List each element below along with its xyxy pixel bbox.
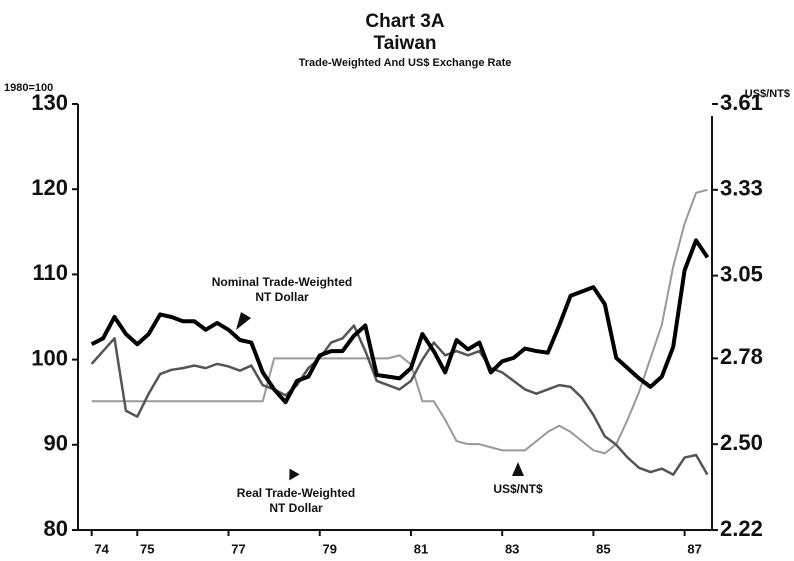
y-tick-label: 80 [44, 516, 68, 541]
x-tick-label: 77 [231, 541, 245, 556]
annotation: Nominal Trade-Weighted [212, 275, 352, 289]
y2-tick-label: 2.22 [720, 516, 763, 541]
x-tick-label: 81 [414, 541, 428, 556]
y-axis-label: 1980=100 [4, 82, 53, 94]
series-line [91, 188, 708, 455]
x-tick-label: 87 [687, 541, 701, 556]
y-tick-label: 90 [44, 431, 68, 456]
chart-subtitle2: Trade-Weighted And US$ Exchange Rate [299, 57, 512, 69]
series-line [90, 238, 710, 405]
annotation: NT Dollar [255, 290, 309, 304]
x-tick-label: 85 [596, 541, 610, 556]
arrow [236, 312, 251, 330]
series-line [90, 324, 709, 476]
y-tick-label: 100 [31, 345, 68, 370]
y2-axis-label: US$/NT$ [745, 88, 790, 100]
y-tick-label: 120 [31, 175, 68, 200]
x-tick-label: 75 [140, 541, 154, 556]
arrow [512, 462, 524, 476]
y2-tick-label: 2.50 [720, 430, 763, 455]
x-tick-label: 79 [323, 541, 337, 556]
arrow [289, 468, 300, 481]
y2-tick-label: 3.33 [720, 176, 763, 201]
chart-subtitle: Taiwan [374, 33, 437, 54]
annotation: US$/NT$ [493, 482, 543, 496]
x-tick-label: 74 [94, 541, 109, 556]
annotation: Real Trade-Weighted [237, 486, 355, 500]
y-tick-label: 130 [31, 90, 68, 115]
y2-tick-label: 3.61 [720, 90, 763, 115]
y-tick-label: 110 [33, 260, 69, 285]
y2-tick-label: 3.05 [720, 261, 763, 286]
annotation: NT Dollar [269, 501, 323, 515]
x-tick-label: 83 [505, 541, 519, 556]
chart-title: Chart 3A [365, 11, 444, 32]
y2-tick-label: 2.78 [720, 344, 763, 369]
